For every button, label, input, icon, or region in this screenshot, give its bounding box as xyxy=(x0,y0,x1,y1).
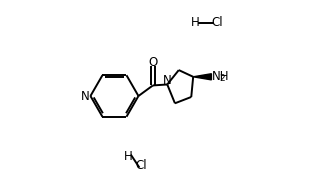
Text: 2: 2 xyxy=(219,74,225,83)
Text: N: N xyxy=(163,74,172,87)
Text: Cl: Cl xyxy=(135,159,147,172)
Text: H: H xyxy=(191,16,200,29)
Text: N: N xyxy=(81,89,89,103)
Text: NH: NH xyxy=(212,70,230,83)
Polygon shape xyxy=(193,74,212,80)
Text: Cl: Cl xyxy=(211,16,223,29)
Text: O: O xyxy=(148,56,158,69)
Text: H: H xyxy=(124,150,133,163)
